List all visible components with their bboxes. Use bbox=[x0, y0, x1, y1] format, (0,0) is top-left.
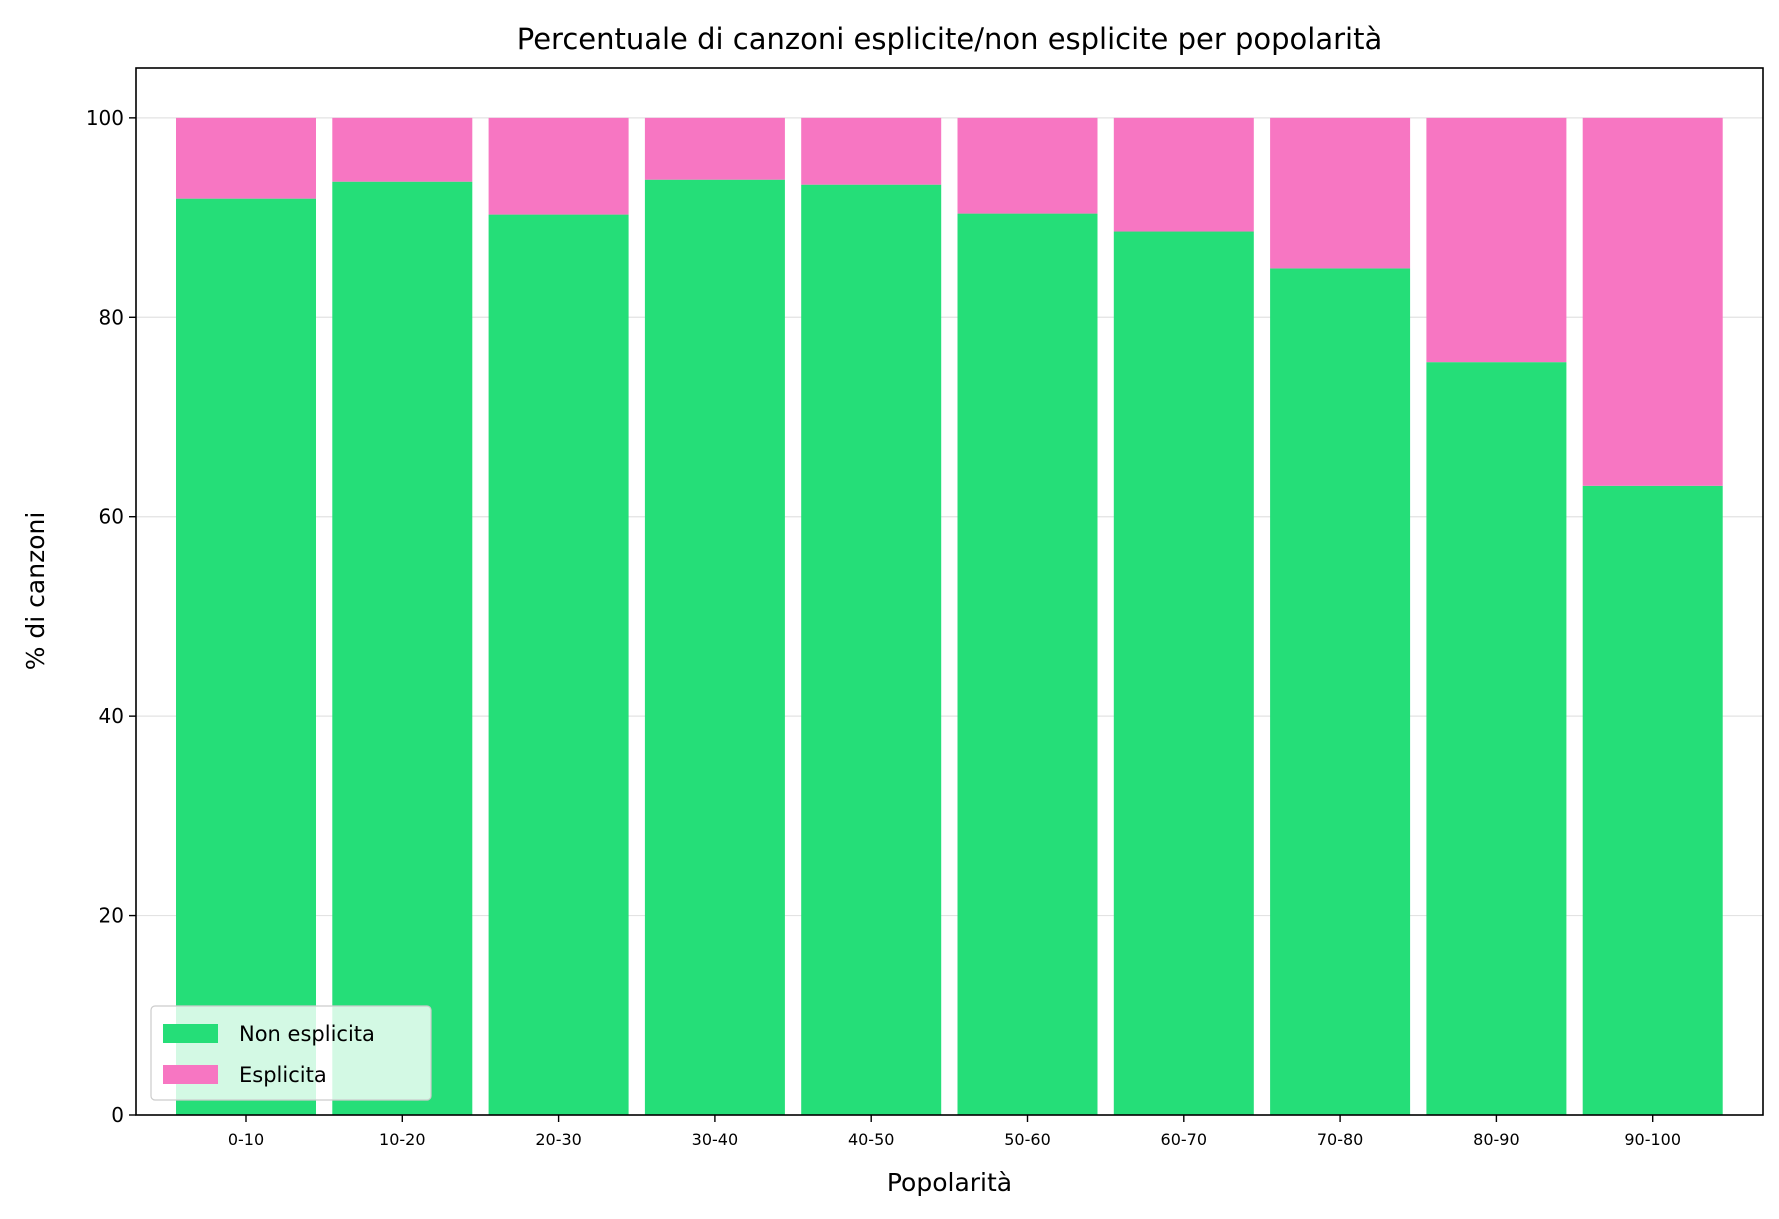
y-tick-label: 20 bbox=[99, 904, 124, 928]
x-axis-label: Popolarità bbox=[887, 1168, 1012, 1197]
y-tick-label: 60 bbox=[99, 505, 124, 529]
bar-esplicita-60-70 bbox=[1113, 117, 1254, 232]
x-tick-label: 0-10 bbox=[228, 1130, 264, 1149]
bar-non-esplicita-70-80 bbox=[1270, 268, 1411, 1115]
bar-esplicita-0-10 bbox=[176, 117, 316, 199]
bar-esplicita-50-60 bbox=[957, 117, 1098, 214]
y-axis-label: % di canzoni bbox=[21, 512, 50, 671]
x-tick-label: 40-50 bbox=[848, 1130, 895, 1149]
x-tick-label: 80-90 bbox=[1473, 1130, 1520, 1149]
bar-esplicita-40-50 bbox=[801, 117, 942, 185]
legend-swatch-non-esplicita bbox=[163, 1024, 218, 1043]
x-tick-label: 30-40 bbox=[692, 1130, 739, 1149]
plot-frame bbox=[135, 67, 1764, 1116]
legend-label-esplicita: Esplicita bbox=[239, 1063, 327, 1087]
y-tick-label: 40 bbox=[99, 704, 124, 728]
bar-non-esplicita-60-70 bbox=[1113, 231, 1254, 1115]
bar-esplicita-10-20 bbox=[332, 117, 473, 182]
y-axis: 0 20 40 60 80 100 bbox=[86, 106, 136, 1127]
bar-esplicita-90-100 bbox=[1582, 117, 1723, 486]
bar-non-esplicita-50-60 bbox=[957, 213, 1098, 1115]
bar-esplicita-30-40 bbox=[644, 117, 785, 180]
bar-non-esplicita-90-100 bbox=[1582, 485, 1723, 1115]
y-tick-label: 80 bbox=[99, 305, 124, 329]
bar-non-esplicita-0-10 bbox=[176, 198, 316, 1115]
legend-swatch-esplicita bbox=[163, 1065, 218, 1084]
y-tick-label: 0 bbox=[111, 1103, 124, 1127]
legend: Non esplicita Esplicita bbox=[150, 1005, 432, 1101]
x-tick-label: 60-70 bbox=[1161, 1130, 1208, 1149]
x-tick-label: 70-80 bbox=[1317, 1130, 1364, 1149]
x-tick-label: 90-100 bbox=[1624, 1130, 1681, 1149]
legend-label-non-esplicita: Non esplicita bbox=[239, 1022, 375, 1046]
chart-title: Percentuale di canzoni esplicite/non esp… bbox=[517, 22, 1383, 56]
bar-non-esplicita-30-40 bbox=[644, 179, 785, 1115]
bar-esplicita-70-80 bbox=[1270, 117, 1411, 269]
bar-non-esplicita-10-20 bbox=[332, 181, 473, 1115]
bar-non-esplicita-80-90 bbox=[1426, 362, 1567, 1116]
x-tick-label: 20-30 bbox=[535, 1130, 582, 1149]
bar-esplicita-80-90 bbox=[1426, 117, 1567, 363]
bar-non-esplicita-20-30 bbox=[488, 214, 629, 1115]
x-tick-label: 10-20 bbox=[379, 1130, 426, 1149]
x-axis: 0-10 10-20 20-30 30-40 40-50 50-60 60-70 70-80 8… bbox=[228, 1115, 1681, 1149]
bar-esplicita-20-30 bbox=[488, 117, 629, 215]
bars bbox=[176, 117, 1723, 1116]
x-tick-label: 50-60 bbox=[1004, 1130, 1051, 1149]
legend-box bbox=[150, 1005, 432, 1101]
y-tick-label: 100 bbox=[86, 106, 124, 130]
bar-non-esplicita-40-50 bbox=[801, 184, 942, 1115]
